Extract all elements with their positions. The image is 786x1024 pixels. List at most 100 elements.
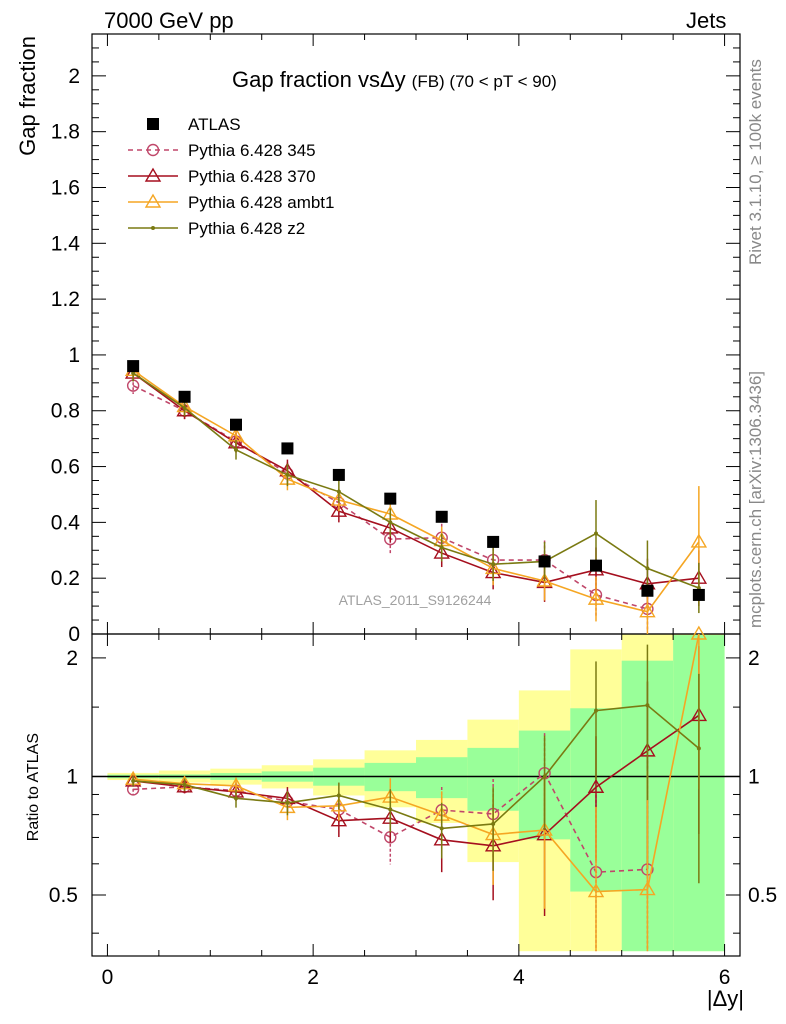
data-point	[692, 588, 705, 601]
ratio-point	[234, 796, 238, 801]
x-tick-label: 2	[307, 966, 319, 989]
legend-label: Pythia 6.428 345	[188, 141, 316, 160]
chart-layer: 0 2 4 600.20.40.60.811.21.41.61.820.5 0.51 12…	[49, 33, 777, 989]
header-right: Jets	[686, 8, 727, 33]
ratio-y-axis-label: Ratio to ATLAS	[25, 733, 42, 841]
y-tick-label: 1.2	[51, 288, 80, 311]
chart-title-delta: Δy	[380, 67, 406, 92]
legend-marker	[144, 167, 162, 182]
atlas-data-points	[127, 360, 705, 601]
y-axis-label: Gap fraction	[15, 36, 40, 156]
ratio-point	[587, 778, 605, 793]
series-4-ratio	[131, 644, 701, 884]
ratio-point	[696, 746, 701, 751]
chart-title: Gap fraction vsΔy (FB) (70 < pT < 90)	[232, 67, 557, 92]
data-point	[491, 562, 496, 567]
legend-marker	[147, 118, 159, 130]
ratio-series-line	[133, 714, 700, 847]
y-tick-label: 1	[68, 344, 80, 367]
legend-marker	[144, 193, 162, 208]
data-point	[234, 447, 238, 452]
legend: ATLAS Pythia 6.428 345 Pythia 6.428 370 Pyt…	[128, 115, 334, 238]
legend-label: ATLAS	[188, 115, 241, 134]
ratio-series-line	[133, 771, 648, 873]
ratio-y-tick-label: 2	[66, 647, 78, 670]
ratio-y-tick-label-right: 1	[748, 765, 760, 788]
y-tick-label: 0.6	[51, 456, 80, 479]
ratio-series-line	[133, 704, 700, 830]
series-line	[132, 372, 699, 585]
legend-item: ATLAS	[147, 115, 241, 134]
x-tick-label: 0	[102, 966, 114, 989]
data-point	[330, 491, 348, 506]
data-point	[538, 555, 551, 568]
y-tick-label: 2	[68, 65, 80, 88]
ratio-point	[587, 883, 605, 898]
ratio-point	[491, 821, 496, 826]
x-axis-label: |Δy|	[707, 986, 744, 1011]
data-point	[230, 418, 242, 431]
data-point	[285, 472, 290, 477]
data-point	[590, 559, 602, 572]
ratio-point	[645, 703, 650, 708]
chart-title-sub: (FB) (70 < pT < 90)	[412, 72, 557, 91]
y-tick-label: 0	[68, 623, 80, 646]
data-point	[487, 535, 500, 548]
ratio-point	[639, 881, 656, 896]
legend-marker	[151, 226, 155, 230]
data-point	[587, 590, 605, 605]
header-left: 7000 GeV pp	[104, 8, 234, 33]
legend-marker	[146, 143, 160, 157]
ratio-series-line	[133, 633, 700, 893]
ratio-y-tick-label-right: 2	[748, 647, 760, 670]
legend-label: Pythia 6.428 ambt1	[188, 193, 334, 212]
ratio-point	[439, 826, 444, 831]
ratio-point	[690, 625, 708, 640]
ratio-point	[285, 800, 290, 805]
data-point	[178, 390, 191, 403]
legend-item: Pythia 6.428 370	[128, 167, 316, 186]
data-point	[690, 533, 708, 548]
data-point	[536, 572, 553, 587]
legend-label: Pythia 6.428 z2	[188, 219, 305, 238]
data-point	[281, 442, 294, 455]
data-point	[639, 603, 656, 618]
data-point	[330, 502, 348, 517]
ratio-point	[542, 774, 547, 779]
ratio-y-tick-label-right: 0.5	[748, 884, 777, 907]
ratio-point	[131, 778, 136, 783]
ratio-point	[536, 821, 553, 836]
ratio-point	[182, 782, 187, 787]
y-tick-label: 0.4	[51, 511, 81, 534]
inner-band-bin	[416, 757, 468, 799]
y-tick-label: 1.4	[51, 232, 81, 255]
legend-item: Pythia 6.428 345	[128, 141, 316, 160]
axes: 0 2 4 600.20.40.60.811.21.41.61.820.5 0.51 12…	[49, 34, 777, 989]
series-line	[132, 369, 700, 613]
ratio-y-tick-label: 1	[66, 765, 78, 788]
x-tick-label: 6	[719, 966, 731, 989]
data-point	[435, 510, 448, 523]
legend-label: Pythia 6.428 370	[188, 167, 316, 186]
data-point	[388, 520, 393, 525]
ratio-point	[336, 793, 341, 798]
series-line	[132, 372, 700, 589]
ratio-y-tick-label: 0.5	[49, 884, 78, 907]
data-point	[641, 584, 654, 597]
ratio-point	[388, 807, 393, 812]
chart-title-main: Gap fraction vs	[232, 67, 380, 92]
data-point	[332, 468, 345, 481]
data-point	[594, 531, 598, 536]
x-tick-label: 4	[513, 966, 525, 989]
series-2-main	[124, 364, 708, 609]
data-point	[439, 545, 444, 550]
y-tick-label: 1.8	[51, 121, 80, 144]
y-tick-label: 0.2	[51, 567, 80, 590]
ratio-point	[594, 708, 598, 713]
y-tick-label: 0.8	[51, 400, 80, 423]
ratio-point	[330, 797, 348, 812]
ratio-uncertainty-bands	[107, 634, 725, 952]
data-point	[384, 492, 397, 505]
data-point	[336, 489, 341, 494]
